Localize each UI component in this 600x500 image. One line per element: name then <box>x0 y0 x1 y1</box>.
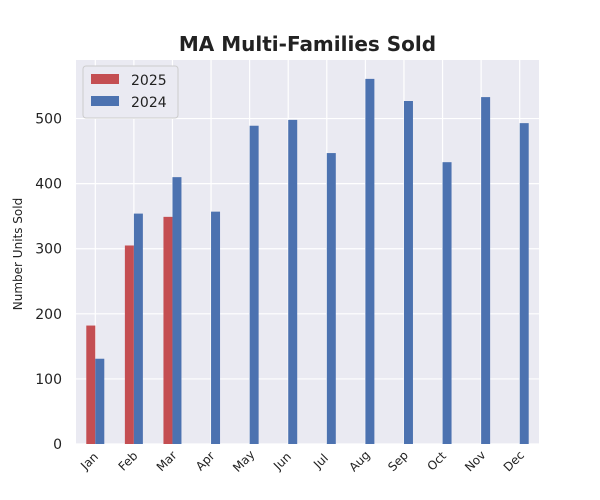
y-tick-label: 0 <box>53 437 62 453</box>
y-tick-label: 100 <box>35 372 62 388</box>
x-tick-label-dec: Dec <box>501 448 527 474</box>
legend: 2025 2024 <box>82 65 179 119</box>
x-tick-label-sep: Sep <box>385 448 411 474</box>
y-tick-label: 400 <box>35 177 62 193</box>
bar-2024-jan <box>95 358 105 444</box>
bar-2024-apr <box>211 211 221 444</box>
bar-2024-nov <box>481 97 491 445</box>
bar-2025-jan <box>86 325 96 444</box>
y-tick-label: 200 <box>35 307 62 323</box>
legend-swatch-2025 <box>91 74 119 84</box>
chart-title: MA Multi-Families Sold <box>179 32 436 56</box>
bar-2024-oct <box>442 162 452 444</box>
x-tick-label-feb: Feb <box>116 449 141 474</box>
x-tick-label-oct: Oct <box>424 449 449 474</box>
bars <box>86 78 529 445</box>
bar-2024-mar <box>172 177 182 445</box>
x-tick-label-jun: Jun <box>270 450 294 474</box>
legend-label-2025: 2025 <box>131 73 167 89</box>
bar-2024-dec <box>519 123 529 444</box>
bar-2025-feb <box>124 245 134 444</box>
legend-swatch-2024 <box>91 96 119 106</box>
bar-2025-mar <box>163 216 173 444</box>
y-tick-label: 300 <box>35 242 62 258</box>
y-axis-ticks: 0 100 200 300 400 500 <box>35 112 62 453</box>
x-tick-label-mar: Mar <box>154 448 180 474</box>
x-tick-label-apr: Apr <box>193 449 218 474</box>
bar-2024-jun <box>288 119 298 445</box>
y-axis-label: Number Units Sold <box>11 198 25 310</box>
x-tick-label-aug: Aug <box>346 448 372 474</box>
x-tick-label-nov: Nov <box>462 448 488 474</box>
x-tick-label-jan: Jan <box>77 450 101 474</box>
x-axis-ticks: Jan Feb Mar Apr May Jun Jul Aug Sep Oct Nov Dec <box>77 447 527 474</box>
x-tick-label-may: May <box>230 447 257 474</box>
plot-area <box>76 60 539 444</box>
y-tick-label: 500 <box>35 112 62 128</box>
bar-2024-may <box>249 125 259 444</box>
bar-2024-aug <box>365 78 375 444</box>
bar-2024-feb <box>133 213 143 444</box>
legend-label-2024: 2024 <box>131 95 167 111</box>
bar-2024-jul <box>326 153 336 445</box>
x-tick-label-jul: Jul <box>310 451 331 472</box>
bar-2024-sep <box>403 101 413 444</box>
